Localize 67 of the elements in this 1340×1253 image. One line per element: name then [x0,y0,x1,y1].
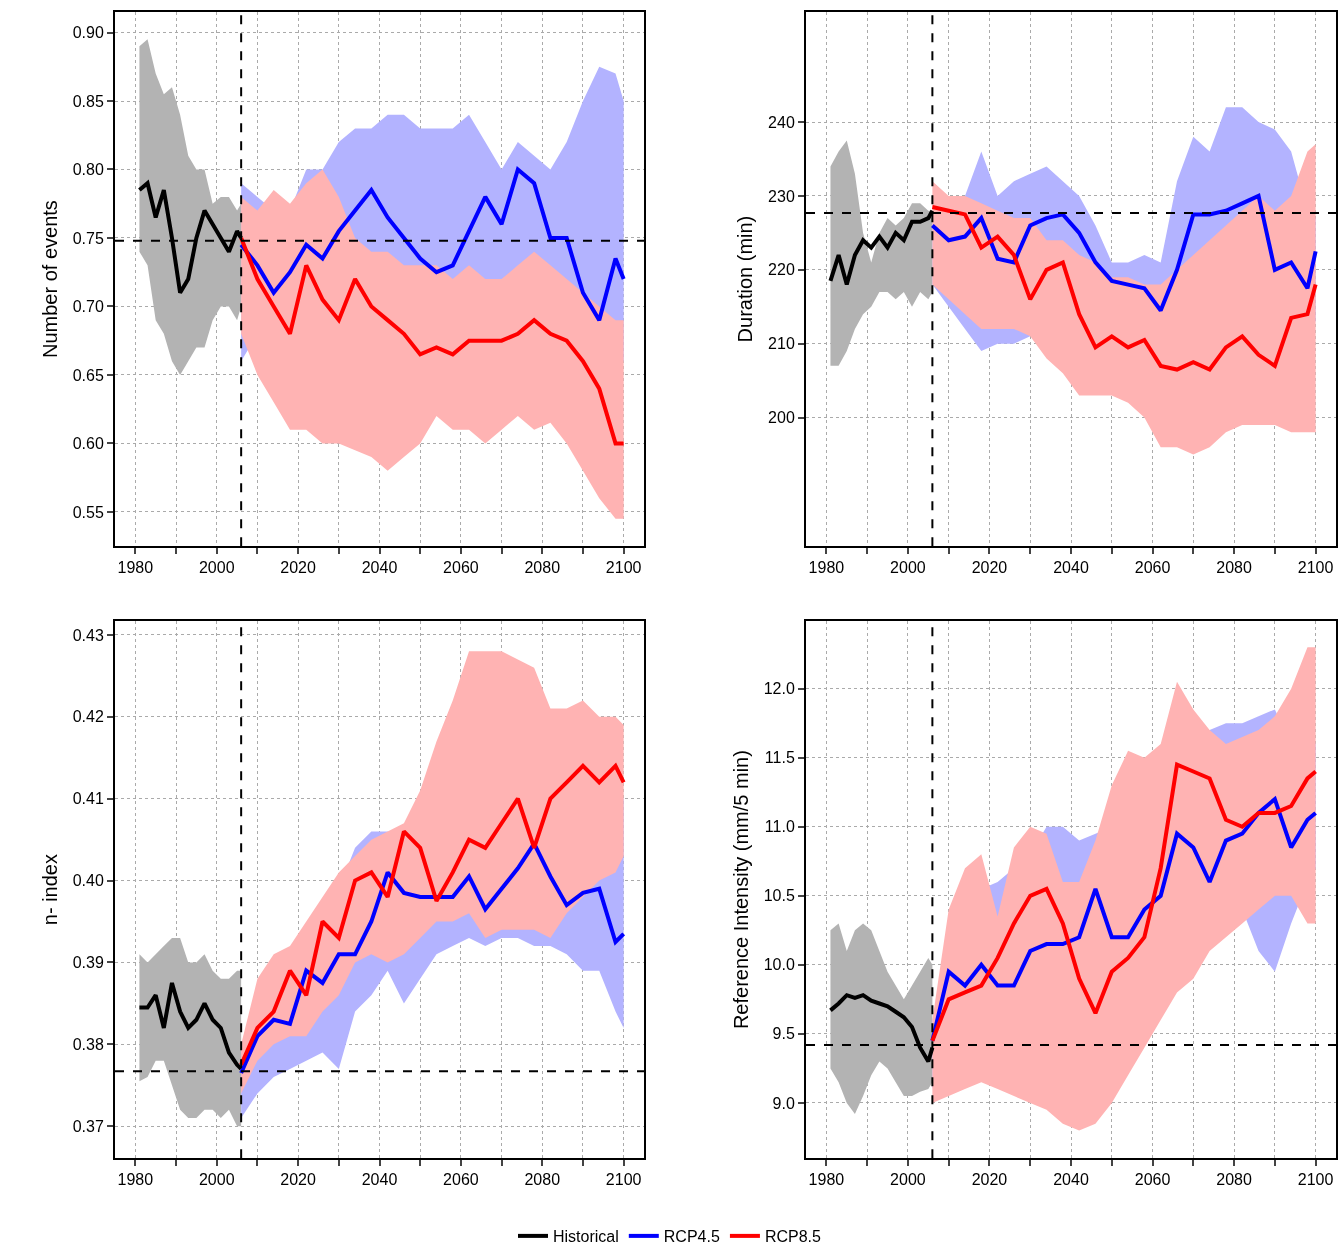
y-tick-label: 0.41 [72,790,104,808]
y-tick-label: 0.38 [72,1035,104,1053]
x-tick-label: 2100 [1297,559,1334,577]
y-tick-label: 10.0 [763,956,795,974]
x-tick-label: 2100 [1297,1171,1334,1189]
x-tick-label: 2100 [605,559,642,577]
legend-label: RCP4.5 [663,1228,720,1246]
x-tick-label: 1980 [808,1171,845,1189]
x-tick-label: 2000 [890,1171,926,1189]
legend-label: Historical [553,1228,619,1246]
y-axis-title: Reference Intensity (mm/5 min) [729,750,752,1030]
x-tick-label: 1980 [117,559,154,577]
x-tick-label: 2020 [280,1171,317,1189]
x-tick-label: 2020 [280,559,317,577]
x-tick-label: 2080 [524,1171,561,1189]
x-tick-label: 1980 [808,559,845,577]
x-tick-label: 2040 [1053,559,1089,577]
y-tick-label: 0.75 [72,229,104,247]
y-tick-label: 9.0 [772,1094,795,1112]
y-tick-label: 0.55 [72,503,104,521]
x-tick-label: 2000 [890,559,926,577]
x-tick-label: 2060 [1134,559,1171,577]
y-tick-label: 12.0 [763,680,795,698]
x-tick-label: 2040 [361,559,398,577]
y-axis-title: n- index [38,854,61,926]
y-tick-label: 11.0 [764,818,795,836]
x-tick-label: 2060 [443,1171,479,1189]
line-series [239,167,626,323]
x-tick-label: 2080 [1216,559,1252,577]
x-tick-label: 2000 [198,559,235,577]
y-tick-label: 0.90 [72,24,104,42]
x-tick-label: 2080 [1216,1171,1252,1189]
y-tick-label: 9.5 [772,1025,795,1043]
line-series [930,205,1318,372]
y-tick-label: 0.39 [72,954,104,972]
x-tick-label: 2040 [361,1171,398,1189]
x-tick-label: 2060 [443,559,479,577]
y-tick-label: 0.42 [72,708,104,726]
y-tick-label: 220 [768,261,795,279]
line-series [930,193,1318,313]
y-tick-label: 0.40 [72,872,104,890]
y-tick-label: 11.5 [764,749,795,767]
x-tick-label: 2020 [971,1171,1008,1189]
x-tick-label: 2080 [524,559,561,577]
x-tick-label: 2100 [605,1171,642,1189]
y-tick-label: 230 [768,187,795,205]
x-tick-label: 1980 [117,1171,154,1189]
x-tick-label: 2060 [1134,1171,1171,1189]
y-tick-label: 200 [768,409,795,427]
y-tick-label: 0.80 [72,161,104,179]
y-tick-label: 240 [768,113,795,131]
line-series [239,763,626,1067]
y-axis-title: Number of events [38,200,61,358]
x-tick-label: 2000 [198,1171,235,1189]
y-tick-label: 0.60 [72,435,104,453]
y-tick-label: 0.43 [72,626,104,644]
y-tick-label: 10.5 [763,887,795,905]
y-tick-label: 210 [768,335,795,353]
y-tick-label: 0.37 [72,1117,104,1135]
line-series [239,235,626,446]
legend-label: RCP8.5 [764,1228,822,1246]
x-tick-label: 2020 [971,559,1008,577]
x-tick-label: 2040 [1053,1171,1089,1189]
y-axis-title: Duration (min) [734,215,757,343]
y-tick-label: 0.70 [72,298,104,316]
y-tick-label: 0.65 [72,366,104,384]
y-tick-label: 0.85 [72,92,104,110]
